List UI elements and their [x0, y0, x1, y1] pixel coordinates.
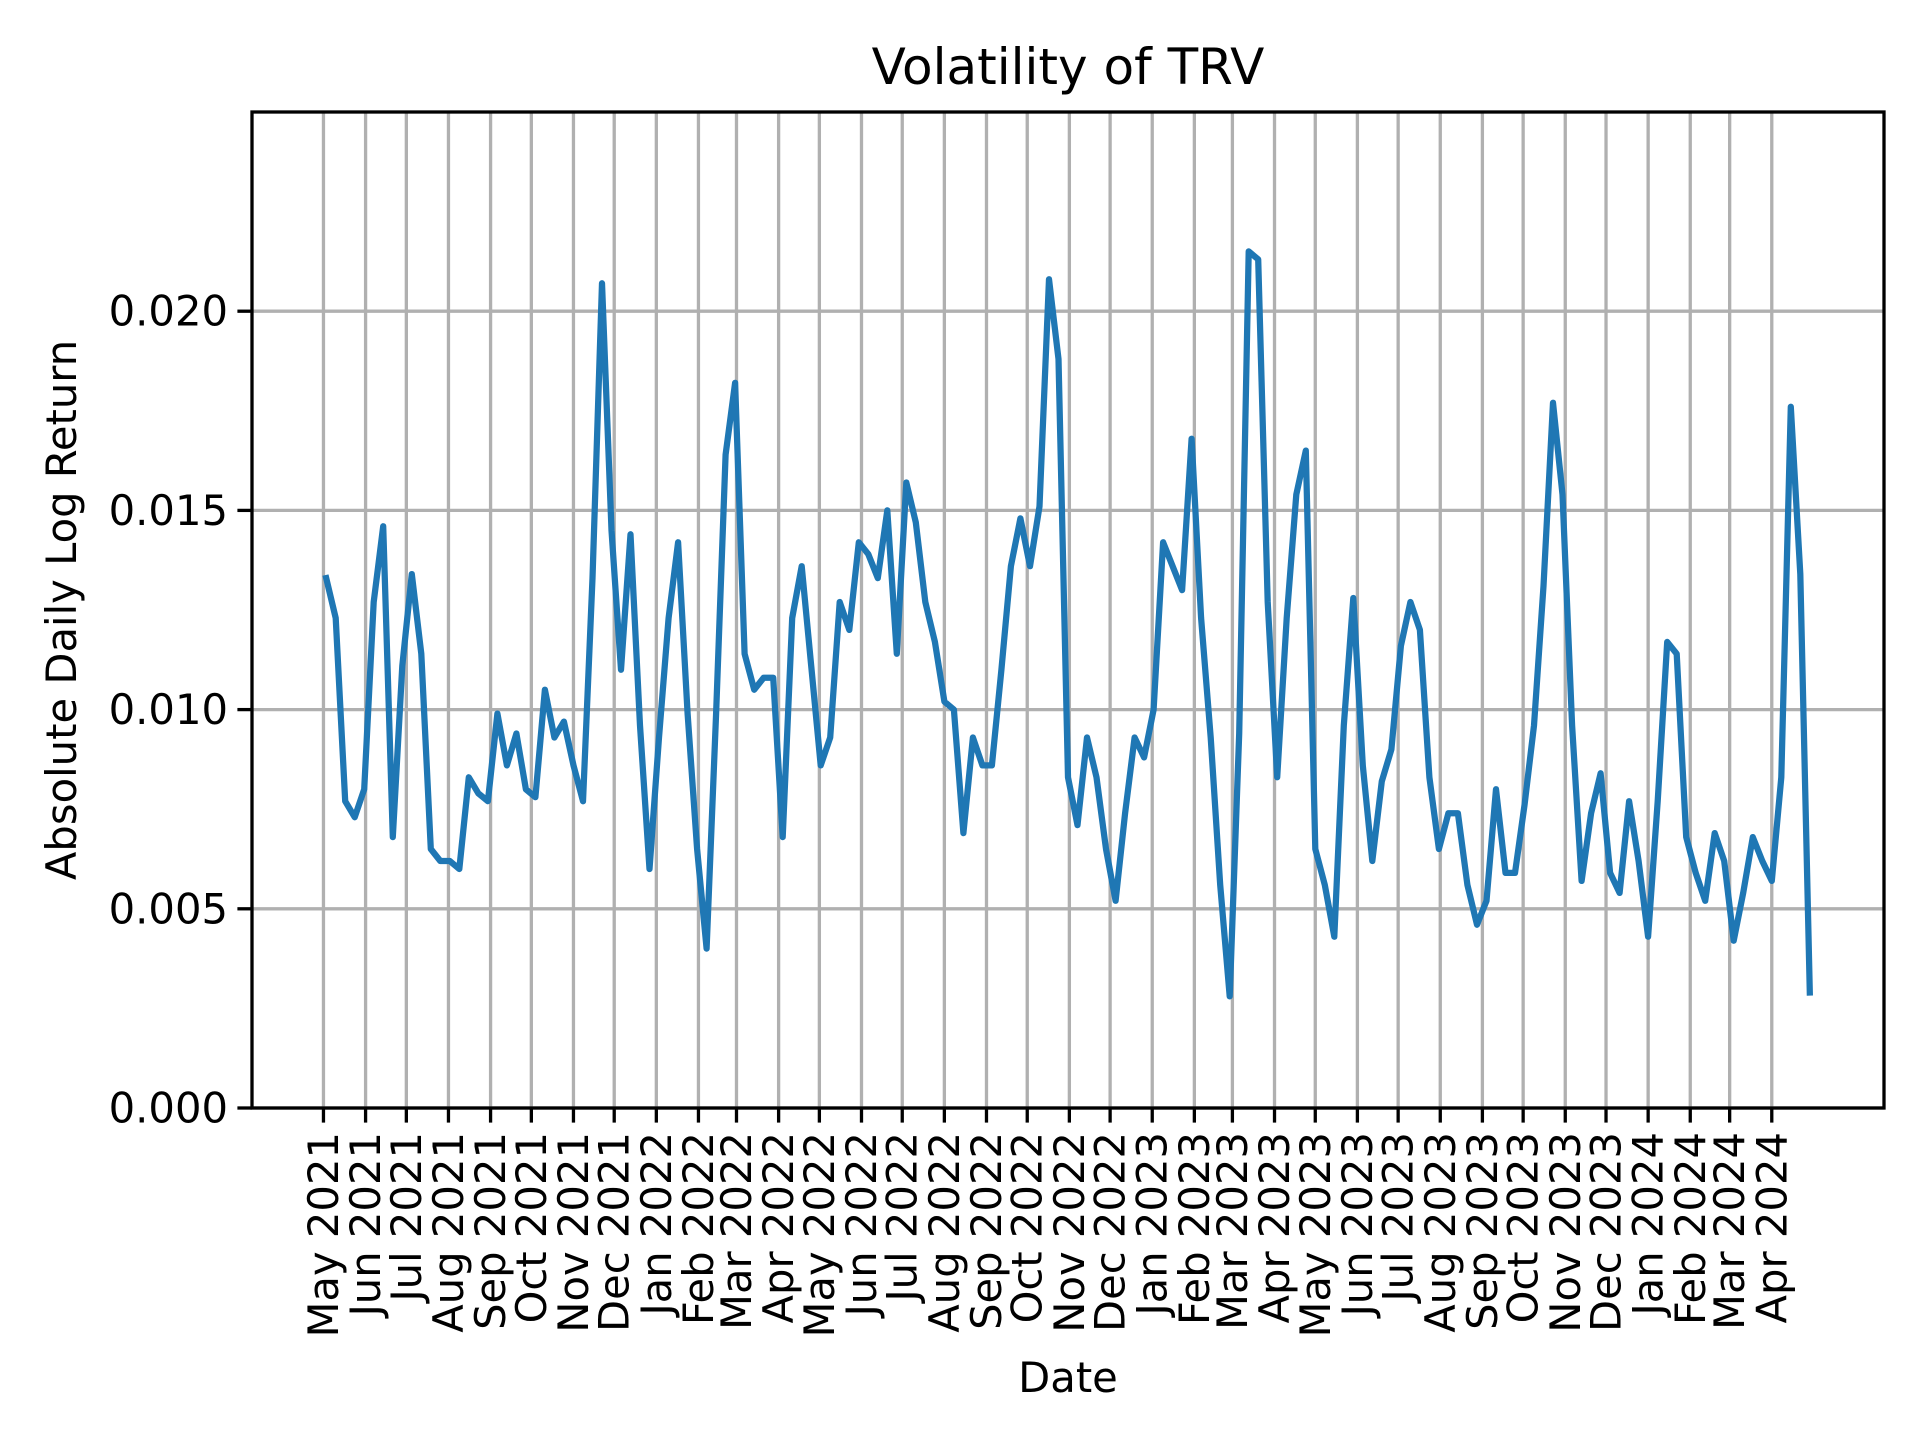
x-tick-label: Oct 2021 [507, 1132, 556, 1323]
x-tick-label: Nov 2023 [1541, 1132, 1590, 1333]
x-tick-label: May 2022 [795, 1132, 844, 1338]
x-axis-label: Date [1018, 1353, 1118, 1402]
y-tick-label: 0.020 [109, 287, 228, 336]
x-tick-label: Dec 2023 [1582, 1132, 1631, 1332]
x-tick-label: Dec 2022 [1086, 1132, 1135, 1332]
x-tick-label: Sep 2022 [962, 1132, 1011, 1330]
x-tick-label: Feb 2024 [1666, 1132, 1715, 1325]
x-tick-label: Sep 2021 [466, 1132, 515, 1330]
y-axis: 0.000 0.005 0.010 0.015 0.020 [109, 287, 252, 1133]
x-tick-label: Feb 2023 [1170, 1132, 1219, 1325]
y-tick-label: 0.010 [109, 685, 228, 734]
x-tick-label: Apr 2022 [754, 1132, 803, 1323]
x-tick-label: Jul 2022 [878, 1132, 927, 1305]
x-tick-label: Oct 2023 [1499, 1132, 1548, 1323]
x-tick-label: Aug 2021 [424, 1132, 473, 1333]
x-tick-label: Mar 2024 [1705, 1132, 1754, 1330]
x-tick-label: Jun 2023 [1333, 1132, 1382, 1319]
x-tick-label: Apr 2023 [1250, 1132, 1299, 1323]
volatility-line [322, 248, 1813, 1000]
y-tick-label: 0.015 [109, 486, 228, 535]
x-tick-label: Aug 2022 [920, 1132, 969, 1333]
grid-lines [252, 112, 1884, 1110]
x-tick-label: Apr 2024 [1747, 1132, 1796, 1323]
x-tick-label: Jan 2024 [1624, 1132, 1673, 1319]
x-tick-label: Jan 2022 [632, 1132, 681, 1319]
x-tick-label: Dec 2021 [590, 1132, 639, 1332]
x-tick-label: Feb 2022 [674, 1132, 723, 1325]
x-tick-label: Mar 2022 [712, 1132, 761, 1330]
x-tick-label: Jun 2021 [341, 1132, 390, 1319]
x-tick-label: Sep 2023 [1458, 1132, 1507, 1330]
plot-area [322, 248, 1813, 1000]
y-tick-label: 0.000 [109, 1084, 228, 1133]
x-tick-label: Jul 2023 [1374, 1132, 1423, 1305]
x-tick-label: Aug 2023 [1416, 1132, 1465, 1333]
x-tick-label: Nov 2021 [549, 1132, 598, 1333]
chart-title: Volatility of TRV [872, 38, 1265, 96]
x-tick-label: Jun 2022 [837, 1132, 886, 1319]
x-tick-label: Nov 2022 [1045, 1132, 1094, 1333]
y-tick-label: 0.005 [109, 884, 228, 933]
x-tick-label: Jul 2021 [382, 1132, 431, 1305]
x-tick-label: May 2021 [299, 1132, 348, 1338]
x-tick-label: Oct 2022 [1003, 1132, 1052, 1323]
y-axis-label: Absolute Daily Log Return [37, 340, 86, 880]
x-tick-label: Jan 2023 [1128, 1132, 1177, 1319]
x-tick-label: May 2023 [1291, 1132, 1340, 1338]
x-tick-label: Mar 2023 [1208, 1132, 1257, 1330]
